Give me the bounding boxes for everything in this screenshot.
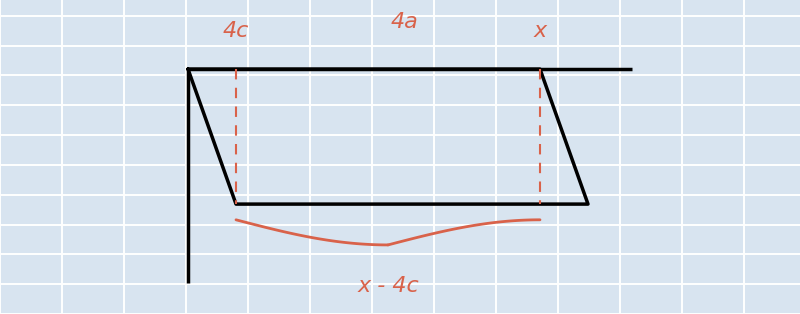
Text: x: x	[534, 21, 546, 41]
Text: x - 4c: x - 4c	[357, 276, 419, 296]
Text: 4a: 4a	[390, 12, 418, 32]
Text: 4c: 4c	[223, 21, 249, 41]
